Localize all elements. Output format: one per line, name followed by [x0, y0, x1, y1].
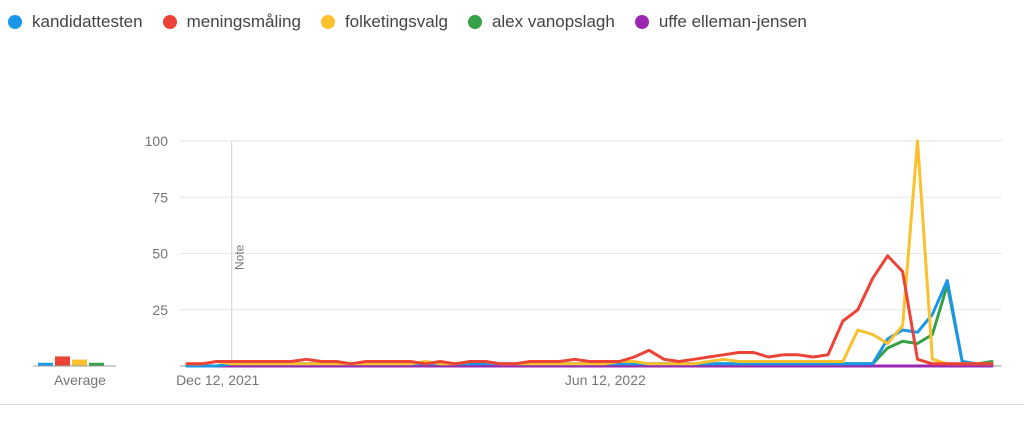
x-tick-label: Jun 12, 2022 — [565, 372, 646, 388]
y-tick-label: 50 — [152, 246, 168, 262]
legend: kandidattesten meningsmåling folketingsv… — [8, 8, 827, 36]
y-tick-label: 75 — [152, 189, 168, 205]
legend-item-meningsmaling[interactable]: meningsmåling — [162, 12, 301, 32]
legend-item-folketingsvalg[interactable]: folketingsvalg — [320, 12, 448, 32]
legend-label: kandidattesten — [32, 12, 143, 31]
legend-label: meningsmåling — [186, 12, 301, 31]
legend-item-uffe-elleman-jensen[interactable]: uffe elleman-jensen — [634, 12, 807, 32]
note-label: Note — [233, 244, 247, 270]
y-tick-label: 25 — [152, 302, 168, 318]
series-line-kandidattesten — [185, 279, 994, 368]
bottom-divider — [0, 404, 1024, 405]
legend-item-alex-vanopslagh[interactable]: alex vanopslagh — [467, 12, 615, 32]
legend-label: uffe elleman-jensen — [658, 12, 807, 31]
legend-label: folketingsvalg — [344, 12, 448, 31]
legend-dot-green-icon — [467, 15, 482, 29]
series-line-meningsm-ling — [185, 254, 994, 366]
series-line-folketingsvalg — [185, 139, 994, 366]
average-bar — [89, 362, 104, 366]
y-tick-label: 100 — [145, 133, 169, 149]
average-bar — [55, 356, 70, 366]
legend-dot-yellow-icon — [320, 15, 335, 29]
legend-dot-red-icon — [162, 15, 177, 29]
legend-item-kandidattesten[interactable]: kandidattesten — [8, 12, 143, 32]
average-bar — [72, 359, 87, 366]
legend-label: alex vanopslagh — [491, 12, 615, 31]
average-label: Average — [54, 372, 106, 388]
average-bar — [38, 362, 53, 366]
legend-dot-purple-icon — [634, 15, 649, 29]
x-tick-label: Dec 12, 2021 — [176, 372, 259, 388]
legend-dot-blue-icon — [8, 15, 22, 29]
series-line-alex-vanopslagh — [185, 283, 994, 368]
